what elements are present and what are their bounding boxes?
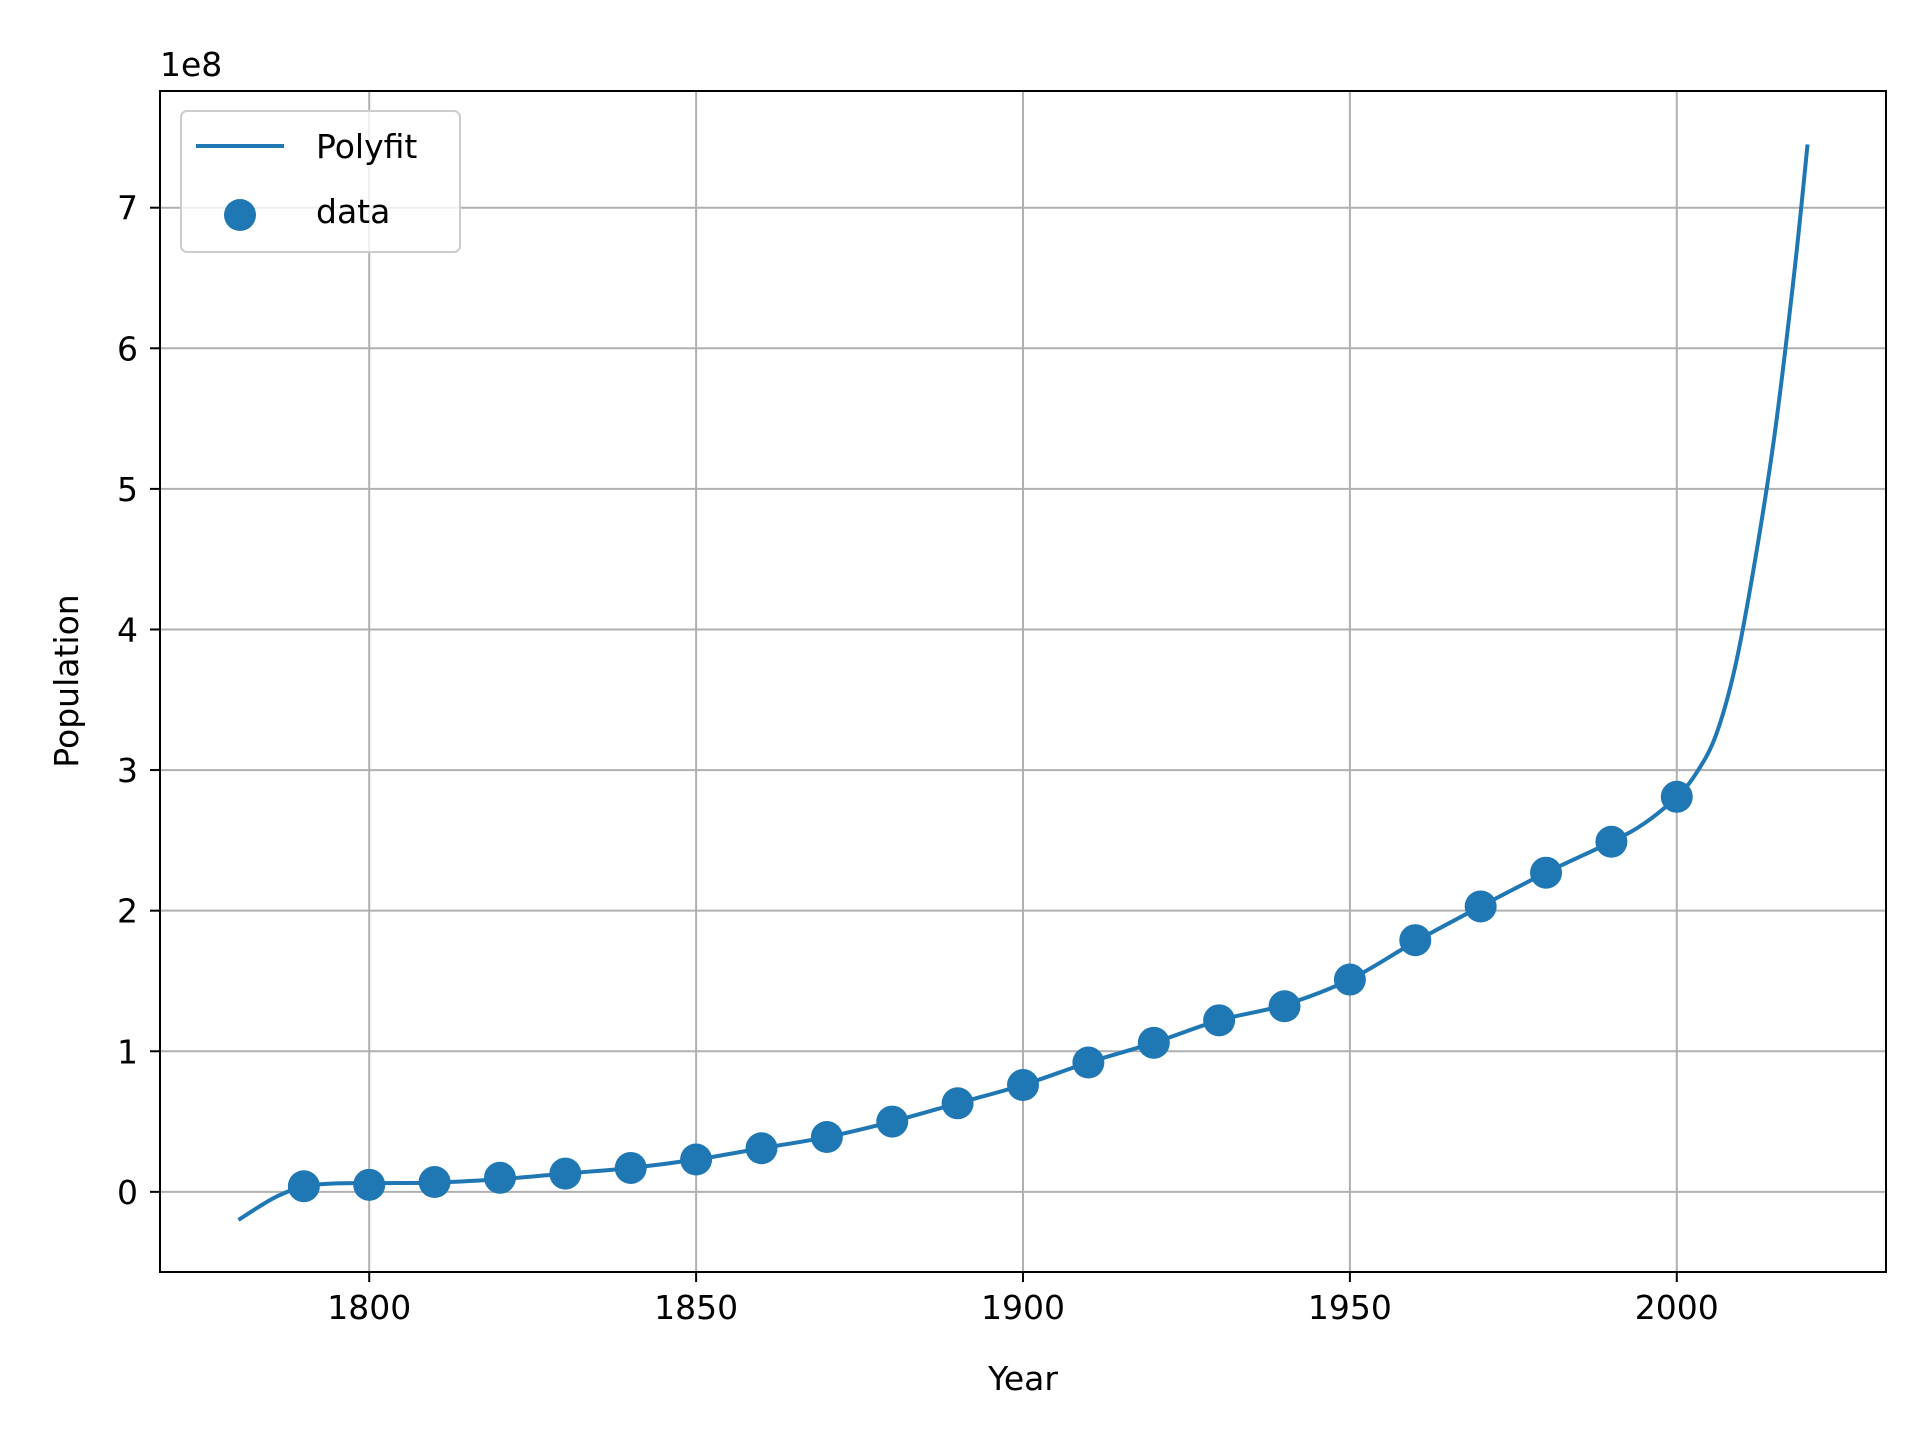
legend-label-data: data [316, 192, 390, 231]
data-point [1137, 1026, 1170, 1059]
data-point [1464, 890, 1497, 923]
polyfit-series [237, 144, 1810, 1222]
y-tick-label: 3 [117, 751, 138, 790]
y-axis-label: Population [47, 594, 86, 767]
x-axis: 1800 1850 1900 1950 2000 [327, 1272, 1719, 1327]
data-point [287, 1170, 320, 1203]
data-point [1072, 1046, 1105, 1079]
y-tick-label: 6 [117, 329, 138, 368]
data-point [745, 1132, 778, 1165]
data-point [483, 1161, 516, 1194]
data-point [680, 1143, 713, 1176]
y-tick-label: 2 [117, 892, 138, 931]
legend-marker-swatch [224, 199, 256, 231]
data-point [1333, 963, 1366, 996]
polyfit-line [237, 144, 1810, 1222]
data-point [1530, 856, 1563, 889]
plot-area [237, 144, 1810, 1222]
x-tick-label: 1900 [981, 1288, 1065, 1327]
data-point [876, 1105, 909, 1138]
data-point [353, 1168, 386, 1201]
data-point [418, 1166, 451, 1199]
x-tick-label: 1950 [1308, 1288, 1392, 1327]
y-tick-label: 1 [117, 1032, 138, 1071]
data-point [1660, 780, 1693, 813]
grid [160, 91, 1886, 1272]
legend-label-polyfit: Polyfit [316, 127, 417, 166]
y-tick-label: 4 [117, 610, 138, 649]
x-tick-label: 1800 [327, 1288, 411, 1327]
legend: Polyfit data [180, 110, 461, 253]
y-axis: 0 1 2 3 4 5 6 7 [117, 189, 160, 1212]
y-tick-label: 7 [117, 189, 138, 228]
y-tick-label: 5 [117, 470, 138, 509]
x-tick-label: 2000 [1635, 1288, 1719, 1327]
data-point [614, 1151, 647, 1184]
data-series [287, 780, 1693, 1203]
data-point [1595, 825, 1628, 858]
data-point [1203, 1004, 1236, 1037]
data-point [1399, 924, 1432, 957]
y-offset-text: 1e8 [160, 45, 222, 84]
x-axis-label: Year [987, 1359, 1058, 1398]
data-point [810, 1121, 843, 1154]
data-point [1268, 990, 1301, 1023]
y-tick-label: 0 [117, 1173, 138, 1212]
x-tick-label: 1850 [654, 1288, 738, 1327]
data-point [941, 1087, 974, 1120]
data-point [1007, 1069, 1039, 1102]
data-point [549, 1157, 582, 1190]
